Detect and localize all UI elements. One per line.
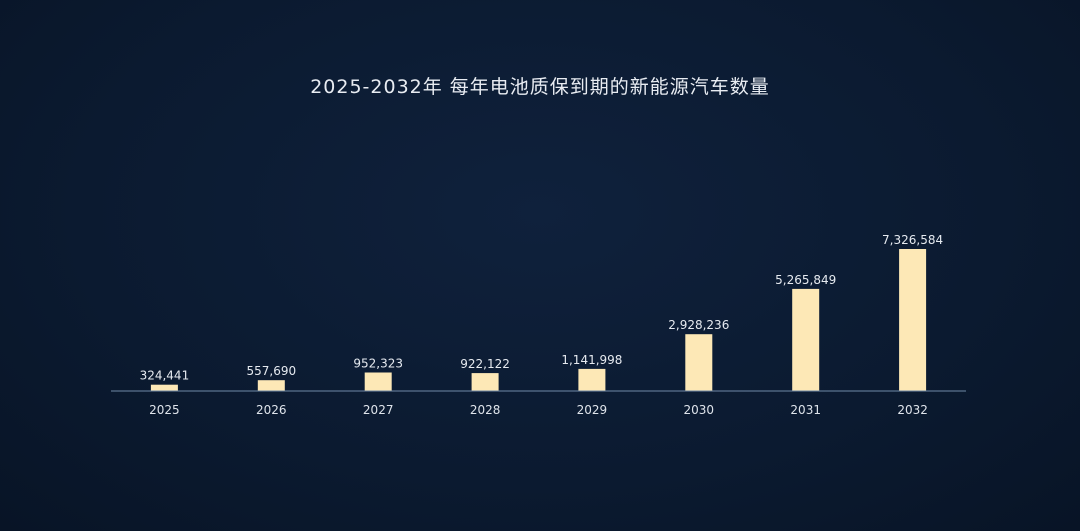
- bar-2027: [364, 372, 392, 391]
- value-label-2026: 557,690: [246, 364, 296, 378]
- x-tick-label-2028: 2028: [470, 403, 501, 417]
- value-label-2029: 1,141,998: [561, 353, 622, 367]
- value-label-2025: 324,441: [140, 369, 190, 383]
- x-tick-label-2029: 2029: [577, 403, 608, 417]
- value-labels-group: 324,441 557,690 952,323 922,122 1,141,998 2,9…: [140, 233, 944, 383]
- value-label-2028: 922,122: [460, 357, 510, 371]
- x-tick-label-2032: 2032: [897, 403, 928, 417]
- x-tick-labels-group: 2025 2026 2027 2028 2029 2030 2031 2032: [149, 403, 928, 417]
- bar-2030: [685, 334, 713, 391]
- bars-group: [150, 249, 927, 391]
- value-label-2032: 7,326,584: [882, 233, 943, 247]
- x-tick-label-2025: 2025: [149, 403, 180, 417]
- x-tick-label-2026: 2026: [256, 403, 287, 417]
- value-label-2031: 5,265,849: [775, 273, 836, 287]
- bar-2031: [792, 288, 820, 391]
- x-tick-label-2027: 2027: [363, 403, 394, 417]
- x-tick-label-2031: 2031: [790, 403, 821, 417]
- x-tick-label-2030: 2030: [684, 403, 715, 417]
- bar-2025: [150, 384, 178, 391]
- value-label-2027: 952,323: [353, 357, 403, 371]
- chart-title: 2025-2032年 每年电池质保到期的新能源汽车数量: [310, 76, 770, 98]
- value-label-2030: 2,928,236: [668, 318, 729, 332]
- bar-2029: [578, 368, 606, 391]
- bar-2026: [257, 380, 285, 391]
- bar-2032: [899, 249, 927, 391]
- bar-2028: [471, 373, 499, 391]
